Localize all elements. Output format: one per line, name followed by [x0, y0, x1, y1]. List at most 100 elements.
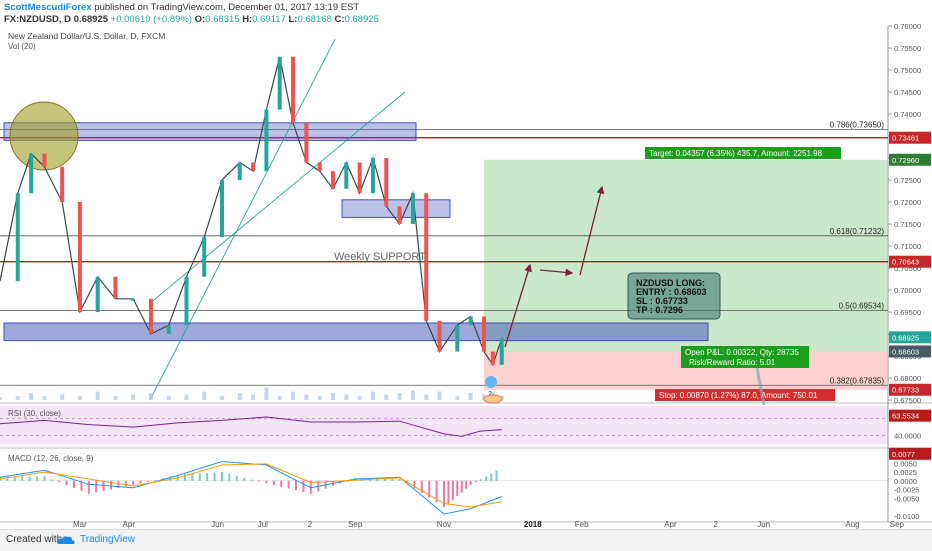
supply-zone-top: [3, 122, 417, 141]
price-axis-badge: 0.72960: [889, 153, 931, 166]
candle-body: [499, 338, 504, 365]
published-text: published on TradingView.com, December 0…: [94, 2, 360, 13]
volume-bar: [455, 395, 460, 400]
time-axis-label: 2: [714, 520, 719, 529]
tradingview-brand[interactable]: TradingView: [80, 534, 136, 545]
stop-label-text: Stop: 0.00870 (1.27%) 87.0, Amount: 750.…: [659, 391, 818, 400]
open-pl-box: Open P&L: 0.00322, Qty: 28735Risk/Reward…: [681, 346, 809, 368]
stop-label-bg: [655, 389, 835, 401]
event-flag-icon: [483, 394, 503, 404]
price-tick-label: 0.70500: [894, 264, 921, 273]
macd-tick-label: -0.0050: [894, 494, 919, 503]
tradingview-cloud-icon: [56, 536, 75, 544]
price-badge-bg: [889, 345, 931, 358]
volume-bar: [202, 391, 207, 400]
candle-body: [397, 206, 402, 224]
supply-zone-middle: [341, 199, 451, 218]
candle-body: [42, 153, 47, 167]
target-label-box: Target: 0.04357 (6.35%) 435.7, Amount: 2…: [645, 147, 841, 159]
price-badge-bg: [889, 383, 931, 396]
macd-histogram-bar: [265, 480, 268, 484]
price-badge-text: 0.68925: [892, 333, 919, 342]
volume-bar: [291, 391, 296, 400]
macd-histogram-bar: [43, 476, 46, 481]
volume-bar: [317, 395, 322, 400]
time-axis-label: Jun: [757, 520, 770, 529]
price-badge-bg: [889, 153, 931, 166]
macd-tick-label: -0.0100: [894, 512, 919, 521]
macd-histogram-bar: [213, 472, 216, 481]
macd-histogram-bar: [28, 476, 31, 481]
open-pl-text: Open P&L: 0.00322, Qty: 28735: [685, 348, 799, 357]
candle-body: [437, 320, 442, 352]
macd-histogram-bar: [58, 480, 61, 483]
candle-body: [384, 158, 389, 207]
candle-body: [220, 180, 224, 238]
macd-histogram-bar: [398, 479, 401, 481]
author-link[interactable]: ScottMescudiForex: [4, 2, 92, 13]
price-badge-bg: [889, 131, 931, 144]
macd-histogram-bar: [36, 476, 38, 481]
macd-histogram-bar: [391, 478, 394, 481]
macd-histogram-bar: [50, 479, 53, 481]
rsi-line: [0, 416, 502, 437]
macd-histogram-bar: [460, 480, 463, 493]
macd-histogram-bar: [413, 480, 416, 489]
candle-body: [184, 276, 189, 326]
price-axis-badge: 0.67733: [889, 383, 931, 396]
price-badge-text: 0.72960: [892, 156, 919, 165]
macd-title: MACD (12, 26, close, 9): [8, 454, 94, 463]
volume-bar: [437, 391, 442, 400]
macd-histogram-bar: [456, 480, 459, 497]
volume-bar: [468, 393, 473, 400]
volume-bar: [15, 395, 20, 400]
price-axis-badge: 0.68925: [889, 331, 931, 344]
time-axis-label: Apr: [123, 520, 136, 529]
candle-body: [424, 193, 429, 321]
price-badge-bg: [889, 331, 931, 344]
macd-histogram-bar: [474, 480, 477, 483]
candle-body: [251, 162, 256, 172]
candle-body: [304, 122, 309, 163]
volume-bar: [131, 394, 136, 400]
time-axis-label: Nov: [437, 520, 451, 529]
macd-histogram-bar: [295, 480, 297, 491]
macd-histogram-bar: [480, 479, 482, 481]
macd-histogram-bar: [465, 480, 468, 489]
price-axis-badge: 0.73461: [889, 131, 931, 144]
time-axis-label: 2: [308, 520, 313, 529]
macd-histogram-bar: [435, 480, 438, 503]
candle-body: [77, 202, 82, 312]
price-tick-label: 0.74500: [894, 88, 921, 97]
time-axis-label: Jul: [258, 520, 268, 529]
macd-histogram-bar: [198, 473, 201, 481]
price-tick-label: 0.75000: [894, 66, 921, 75]
chart-canvas[interactable]: 0.760000.755000.750000.745000.740000.735…: [0, 0, 932, 529]
time-axis-label: Feb: [575, 520, 589, 529]
trade-note-line: SL : 0.67733: [636, 296, 688, 306]
highlight-circle: [9, 101, 79, 171]
macd-histogram-bar: [65, 480, 68, 486]
macd-histogram-bar: [87, 480, 90, 494]
price-tick-label: 0.70000: [894, 286, 921, 295]
open-label: O:: [194, 14, 206, 25]
target-label-text: Target: 0.04357 (6.35%) 435.7, Amount: 2…: [649, 149, 823, 158]
candle-body: [15, 193, 20, 282]
candle-body: [344, 162, 349, 189]
rsi-badge-text: 63.5534: [892, 412, 919, 421]
candle-body: [317, 162, 322, 172]
close-value: 0.68925: [344, 14, 379, 25]
macd-current-badge: 0.0077: [889, 447, 931, 460]
event-count-label: 2: [488, 391, 492, 398]
open-value: 0.68315: [205, 14, 240, 25]
price-badge-text: 0.70643: [892, 258, 919, 267]
macd-histogram-bar: [191, 473, 194, 481]
fib-level-label: 0.5(0.69534): [839, 302, 885, 311]
volume-bar: [60, 394, 65, 400]
macd-histogram-bar: [132, 480, 135, 486]
volume-bar: [0, 397, 2, 400]
volume-bar: [166, 395, 171, 400]
macd-histogram-bar: [302, 480, 305, 493]
volume-bar: [370, 391, 375, 400]
volume-bar: [77, 395, 82, 400]
